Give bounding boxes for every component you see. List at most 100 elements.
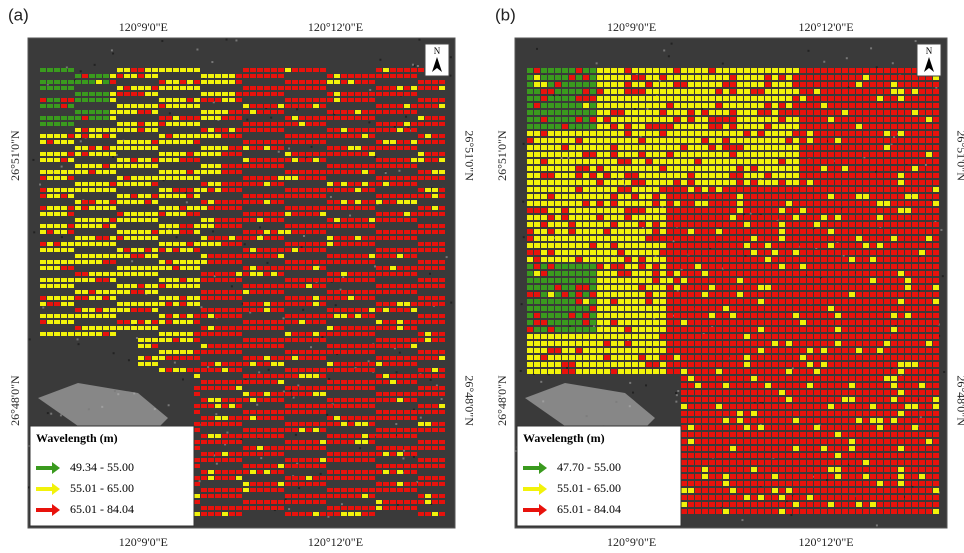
wave-cell [933,110,939,115]
wave-cell [54,260,60,264]
wave-cell [124,290,130,294]
wave-cell [877,264,883,269]
wave-cell [257,374,263,378]
wave-cell [548,285,554,290]
wave-cell [611,96,617,101]
wave-cell [82,134,88,138]
wave-cell [786,222,792,227]
wave-cell [814,271,820,276]
wave-cell [257,128,263,132]
wave-cell [646,264,652,269]
wave-cell [590,278,596,283]
wave-cell [534,110,540,115]
wave-cell [264,308,270,312]
wave-cell [194,242,200,246]
wave-cell [418,248,424,252]
wave-cell [730,166,736,171]
wave-cell [625,96,631,101]
wave-cell [625,131,631,136]
wave-cell [709,215,715,220]
wave-cell [439,230,445,234]
wave-cell [779,222,785,227]
wave-cell [313,368,319,372]
wave-cell [320,338,326,342]
wave-cell [793,292,799,297]
wave-cell [47,170,53,174]
wave-cell [569,68,575,73]
wave-cell [702,68,708,73]
wave-cell [856,243,862,248]
wave-cell [285,422,291,426]
wave-cell [807,222,813,227]
speckle [677,390,679,392]
wave-cell [187,248,193,252]
wave-cell [912,89,918,94]
wave-cell [425,98,431,102]
wave-cell [138,362,144,366]
wave-cell [425,212,431,216]
wave-cell [604,229,610,234]
wave-cell [257,392,263,396]
wave-cell [327,218,333,222]
wave-cell [737,264,743,269]
wave-cell [793,124,799,129]
wave-cell [439,410,445,414]
wave-cell [82,98,88,102]
wave-cell [632,222,638,227]
wave-cell [793,243,799,248]
wave-cell [306,350,312,354]
wave-cell [667,201,673,206]
wave-cell [376,470,382,474]
wave-cell [576,271,582,276]
wave-cell [117,92,123,96]
wave-cell [814,229,820,234]
wave-cell [250,212,256,216]
wave-cell [527,278,533,283]
wave-cell [863,208,869,213]
wave-cell [432,350,438,354]
wave-cell [758,257,764,262]
wave-cell [933,180,939,185]
wave-cell [905,124,911,129]
wave-cell [264,326,270,330]
wave-cell [548,243,554,248]
speckle [596,62,598,64]
wave-cell [912,201,918,206]
wave-cell [54,116,60,120]
wave-cell [863,131,869,136]
wave-cell [103,134,109,138]
wave-cell [215,380,221,384]
wave-cell [327,296,333,300]
wave-cell [870,103,876,108]
wave-cell [208,188,214,192]
wave-cell [653,278,659,283]
wave-cell [159,230,165,234]
wave-cell [313,224,319,228]
wave-cell [821,271,827,276]
wave-cell [299,68,305,72]
wave-cell [723,264,729,269]
wave-cell [702,145,708,150]
wave-cell [709,243,715,248]
wave-cell [40,158,46,162]
wave-cell [404,470,410,474]
wave-cell [40,314,46,318]
wave-cell [583,124,589,129]
wave-cell [541,194,547,199]
wave-cell [583,89,589,94]
wave-cell [306,512,312,516]
wave-cell [555,138,561,143]
wave-cell [180,296,186,300]
wave-cell [222,386,228,390]
wave-cell [534,278,540,283]
wave-cell [548,131,554,136]
wave-cell [618,180,624,185]
wave-cell [313,104,319,108]
wave-cell [334,386,340,390]
wave-cell [646,145,652,150]
wave-cell [639,250,645,255]
wave-cell [870,222,876,227]
wave-cell [877,187,883,192]
wave-cell [313,194,319,198]
wave-cell [772,264,778,269]
